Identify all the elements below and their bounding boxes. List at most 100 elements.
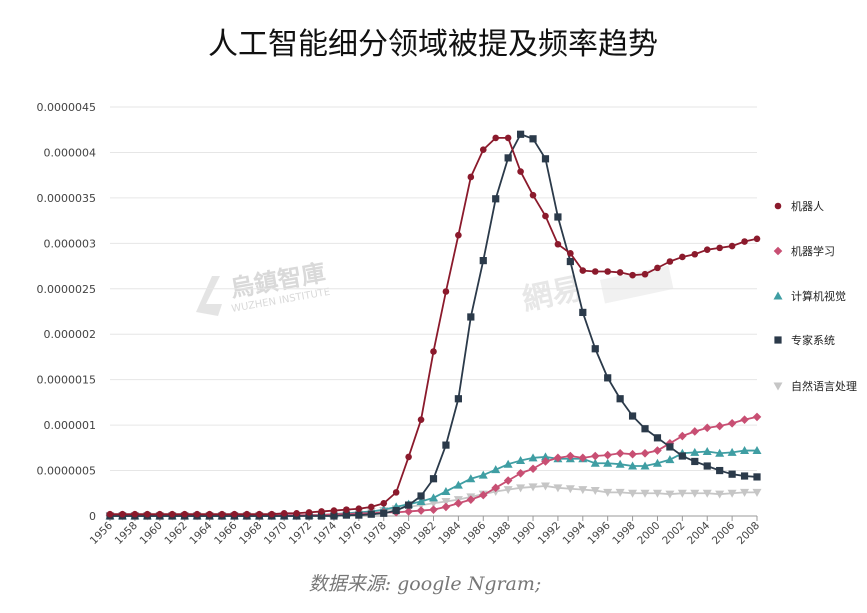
y-axis: 0 0.0000005 0.000001 0.0000015 0.000002 0.000… xyxy=(37,101,97,523)
data-point xyxy=(516,484,526,493)
legend-label: 自然语言处理 xyxy=(791,379,857,393)
x-tick-label: 1956 xyxy=(88,519,116,547)
x-tick-label: 1976 xyxy=(337,519,365,547)
data-point xyxy=(690,447,700,456)
data-point xyxy=(504,154,512,162)
data-point xyxy=(405,453,412,461)
data-point xyxy=(529,191,537,199)
data-point xyxy=(256,510,263,518)
data-point xyxy=(540,482,550,491)
data-point xyxy=(703,462,711,470)
legend-item[interactable]: 机器学习 xyxy=(773,244,835,258)
y-tick-label: 0.0000045 xyxy=(37,101,97,114)
data-point xyxy=(640,461,650,470)
data-point xyxy=(591,268,599,275)
data-point xyxy=(628,461,638,470)
x-tick-label: 1962 xyxy=(162,520,189,547)
data-point xyxy=(677,489,687,498)
legend-item[interactable]: 自然语言处理 xyxy=(773,379,858,393)
data-point xyxy=(591,345,599,353)
data-point xyxy=(716,466,724,475)
data-point xyxy=(728,242,736,250)
data-point xyxy=(691,457,699,466)
data-point xyxy=(715,421,724,431)
series-line xyxy=(110,133,758,517)
x-tick-label: 2006 xyxy=(710,519,738,547)
data-point xyxy=(355,505,363,513)
x-tick-label: 1978 xyxy=(361,520,388,547)
data-point xyxy=(553,484,563,493)
data-point xyxy=(665,455,675,464)
data-point xyxy=(629,271,636,279)
data-point xyxy=(579,267,587,274)
data-point xyxy=(666,443,674,451)
data-point xyxy=(416,506,426,515)
data-point xyxy=(478,490,488,500)
data-point xyxy=(503,476,513,485)
x-tick-label: 1986 xyxy=(461,519,489,547)
legend-label: 专家系统 xyxy=(791,333,835,347)
x-tick-label: 1968 xyxy=(237,520,264,547)
legend-marker xyxy=(773,246,783,256)
x-tick-label: 2002 xyxy=(660,520,687,547)
data-point xyxy=(727,418,737,428)
legend-item[interactable]: 专家系统 xyxy=(774,333,835,347)
data-point xyxy=(753,235,761,243)
x-tick-label: 2004 xyxy=(685,519,713,547)
data-point xyxy=(503,459,513,468)
data-point xyxy=(355,511,363,519)
data-point xyxy=(442,288,450,295)
data-point xyxy=(181,510,188,518)
data-point xyxy=(417,492,425,500)
y-tick-label: 0.0000005 xyxy=(37,465,97,478)
x-tick-label: 1996 xyxy=(585,519,613,547)
series-layer xyxy=(105,130,762,521)
legend-label: 机器人 xyxy=(791,199,824,213)
series-line xyxy=(110,137,758,516)
x-tick-label: 1970 xyxy=(262,520,289,547)
data-point xyxy=(566,451,575,461)
data-point xyxy=(479,146,487,154)
legend-item[interactable]: 计算机视觉 xyxy=(773,289,847,303)
data-point xyxy=(453,480,463,489)
data-point xyxy=(565,485,575,494)
data-point xyxy=(604,268,611,275)
data-point xyxy=(268,510,276,518)
data-point xyxy=(741,238,748,245)
data-point xyxy=(752,446,762,455)
x-tick-label: 1960 xyxy=(138,520,165,547)
legend-marker xyxy=(774,202,782,210)
x-tick-label: 1990 xyxy=(511,520,538,547)
data-point xyxy=(727,489,737,498)
data-point xyxy=(467,173,475,181)
data-point xyxy=(405,501,413,509)
data-point xyxy=(653,446,662,455)
data-point xyxy=(330,512,338,520)
data-point xyxy=(404,507,413,516)
data-point xyxy=(392,489,400,496)
data-point xyxy=(454,498,463,508)
data-point xyxy=(367,510,375,518)
legend-item[interactable]: 机器人 xyxy=(774,199,824,213)
data-point xyxy=(603,450,612,460)
data-point xyxy=(554,240,562,248)
data-point xyxy=(516,468,525,478)
data-point xyxy=(367,503,375,511)
data-point xyxy=(740,472,749,480)
data-point xyxy=(590,458,600,467)
data-point xyxy=(305,509,313,516)
data-point xyxy=(666,258,674,265)
data-point xyxy=(455,231,462,239)
data-point xyxy=(528,453,538,462)
y-tick-label: 0.000003 xyxy=(44,237,97,250)
x-tick-label: 1984 xyxy=(436,519,464,547)
data-point xyxy=(441,497,451,506)
data-point xyxy=(144,510,151,518)
data-point xyxy=(503,486,513,495)
legend-marker xyxy=(774,336,782,344)
netease-watermark-text: 網易 xyxy=(519,271,585,318)
x-tick-label: 1994 xyxy=(561,519,589,547)
y-tick-label: 0.000001 xyxy=(44,419,97,432)
legend-marker xyxy=(773,291,783,300)
legend-label: 计算机视觉 xyxy=(791,289,846,303)
